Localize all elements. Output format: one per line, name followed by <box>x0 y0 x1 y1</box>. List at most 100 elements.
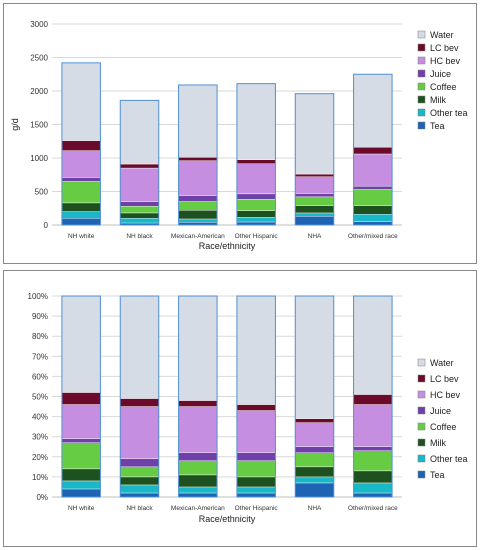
y-tick-label: 20% <box>32 453 48 462</box>
bar-outline <box>178 84 218 226</box>
bar-segment-water <box>295 93 334 175</box>
chart-panel-percent: 0% 10% 20% 30% 40% 50% 60% 70% 80% 90% 100% NH whit… <box>3 270 477 547</box>
legend-swatch-coffee <box>417 422 426 431</box>
bar-segment-other-tea <box>295 476 334 484</box>
chart-absolute-svg: 0 500 1000 1500 2000 2500 3000 NH white NH black… <box>10 20 468 251</box>
x-tick-label: NHA <box>308 505 322 512</box>
bar-segment-hc-bev <box>295 176 334 194</box>
legend-swatch-water <box>417 358 426 367</box>
bar-outline <box>119 295 160 498</box>
legend: Water LC bev HC bev Juice Coffee Milk Other te… <box>417 30 468 131</box>
bar-other-mixed-race <box>353 73 393 226</box>
bar-outline <box>61 62 101 226</box>
bar-segment-milk <box>178 210 218 220</box>
bar-segment-water <box>236 295 276 405</box>
bar-segment-other-tea <box>353 482 393 494</box>
y-axis: 0 500 1000 1500 2000 2500 3000 <box>30 20 402 230</box>
bar-segment-other-tea <box>178 486 218 494</box>
bar-segment-lc-bev <box>120 163 159 169</box>
legend-swatch-juice <box>417 69 426 78</box>
bar-outline <box>294 295 335 498</box>
x-tick-label: NH white <box>68 505 95 512</box>
bar-segment-water <box>120 295 159 399</box>
bar-segment-hc-bev <box>236 410 276 453</box>
bar-segment-tea <box>295 216 334 226</box>
bar-segment-coffee <box>120 206 159 214</box>
bar-segment-lc-bev <box>61 140 101 151</box>
bar-outline <box>353 73 393 226</box>
bar-segment-milk <box>178 474 218 488</box>
chart-percent-svg: 0% 10% 20% 30% 40% 50% 60% 70% 80% 90% 100% NH whit… <box>28 292 468 524</box>
y-axis: 0% 10% 20% 30% 40% 50% 60% 70% 80% 90% 100% <box>28 292 402 502</box>
bar-segment-juice <box>236 193 276 200</box>
bar-segment-other-tea <box>295 212 334 217</box>
bar-segment-other-tea <box>178 218 218 223</box>
legend-label-water: Water <box>430 30 454 40</box>
bar-segment-other-tea <box>120 218 159 224</box>
y-tick-label: 80% <box>32 332 48 341</box>
bar-segment-coffee <box>236 199 276 211</box>
bar-segment-other-tea <box>236 486 276 494</box>
bar-segment-milk <box>295 466 334 478</box>
bar-segment-coffee <box>353 450 393 472</box>
bar-segment-lc-bev <box>178 400 218 407</box>
bar-segment-milk <box>120 476 159 486</box>
bar-nh-black <box>119 99 160 226</box>
legend-label-tea: Tea <box>430 470 445 480</box>
bar-segment-hc-bev <box>178 160 218 196</box>
bar-segment-tea <box>120 492 159 498</box>
y-tick-label: 100% <box>28 292 48 301</box>
legend-swatch-milk <box>417 438 426 447</box>
bar-nha <box>294 93 335 226</box>
y-tick-label: 30% <box>32 433 48 442</box>
bar-segment-other-tea <box>120 484 159 494</box>
bar-segment-juice <box>353 185 393 190</box>
bar-segment-water <box>236 83 276 160</box>
bar-outline <box>119 99 160 226</box>
bar-segment-milk <box>295 205 334 214</box>
y-tick-label: 90% <box>32 312 48 321</box>
bar-segment-tea <box>61 218 101 226</box>
bar-segment-milk <box>120 212 159 219</box>
legend-label-coffee: Coffee <box>430 82 456 92</box>
bar-segment-other-tea <box>353 214 393 222</box>
bar-nh-white <box>61 295 101 498</box>
y-tick-label: 3000 <box>30 20 48 29</box>
legend-label-other-tea: Other tea <box>430 108 468 118</box>
y-tick-label: 50% <box>32 393 48 402</box>
bar-mexican-american <box>178 295 218 498</box>
legend-swatch-lc-bev <box>417 374 426 383</box>
bar-segment-hc-bev <box>61 150 101 178</box>
chart-panel-absolute: 0 500 1000 1500 2000 2500 3000 NH white NH black… <box>3 3 477 264</box>
bar-segment-lc-bev <box>295 418 334 423</box>
bar-other-hispanic <box>236 295 276 498</box>
legend-swatch-lc-bev <box>417 43 426 52</box>
bar-segment-lc-bev <box>120 398 159 407</box>
bar-segment-hc-bev <box>353 153 393 187</box>
bar-segment-juice <box>236 452 276 462</box>
bar-segment-lc-bev <box>178 157 218 161</box>
y-tick-label: 1000 <box>30 154 48 163</box>
x-tick-label: NH black <box>126 233 153 240</box>
legend-label-hc-bev: HC bev <box>430 390 461 400</box>
bar-outline <box>61 295 101 498</box>
bar-segment-hc-bev <box>61 404 101 439</box>
bar-segment-milk <box>353 205 393 215</box>
bar-other-mixed-race <box>353 295 393 498</box>
legend-swatch-coffee <box>417 82 426 91</box>
bar-segment-coffee <box>236 460 276 478</box>
bar-segment-coffee <box>295 196 334 206</box>
x-axis-title: Race/ethnicity <box>199 241 256 251</box>
bar-segment-hc-bev <box>178 406 218 453</box>
bar-outline <box>178 295 218 498</box>
bar-segment-milk <box>236 476 276 488</box>
bar-segment-juice <box>295 446 334 453</box>
x-tick-label: Mexican-American <box>171 233 225 240</box>
bar-segment-coffee <box>178 201 218 211</box>
x-tick-label: NH white <box>68 233 95 240</box>
x-tick-label: Mexican-American <box>171 505 225 512</box>
bar-segment-water <box>353 295 393 395</box>
bar-mexican-american <box>178 84 218 226</box>
bar-nh-black <box>119 295 160 498</box>
